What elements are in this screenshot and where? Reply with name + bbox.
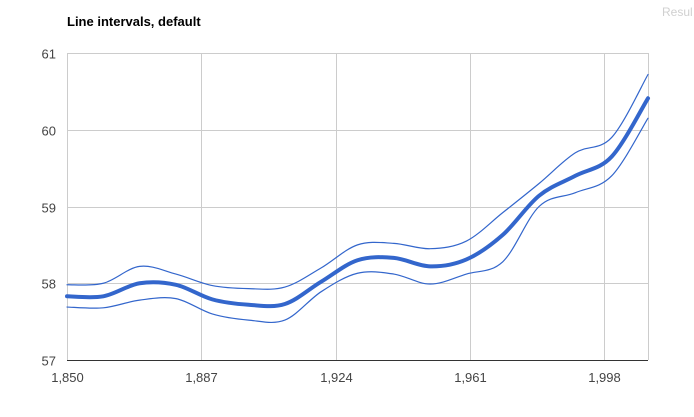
grid-layer bbox=[67, 53, 649, 360]
x-tick-label: 1,961 bbox=[454, 370, 487, 385]
x-tick-label: 1,850 bbox=[51, 370, 84, 385]
y-tick-label: 59 bbox=[42, 201, 56, 216]
axis-layer: 57 58 59 60 61 1,850 1,887 1,924 1,961 1,998 bbox=[42, 47, 648, 385]
x-tick-label: 1,998 bbox=[588, 370, 621, 385]
interval-line-2 bbox=[66, 117, 649, 324]
y-tick-label: 57 bbox=[42, 354, 56, 369]
y-tick-label: 58 bbox=[42, 277, 56, 292]
series-layer bbox=[65, 73, 650, 324]
interval-line-1 bbox=[66, 73, 649, 290]
y-tick-label: 60 bbox=[42, 124, 56, 139]
x-tick-label: 1,924 bbox=[320, 370, 353, 385]
result-tab-label[interactable]: Resul bbox=[662, 5, 693, 19]
chart-title: Line intervals, default bbox=[67, 14, 201, 29]
x-tick-label: 1,887 bbox=[185, 370, 218, 385]
series-line bbox=[65, 96, 650, 309]
y-tick-label: 61 bbox=[42, 47, 56, 62]
